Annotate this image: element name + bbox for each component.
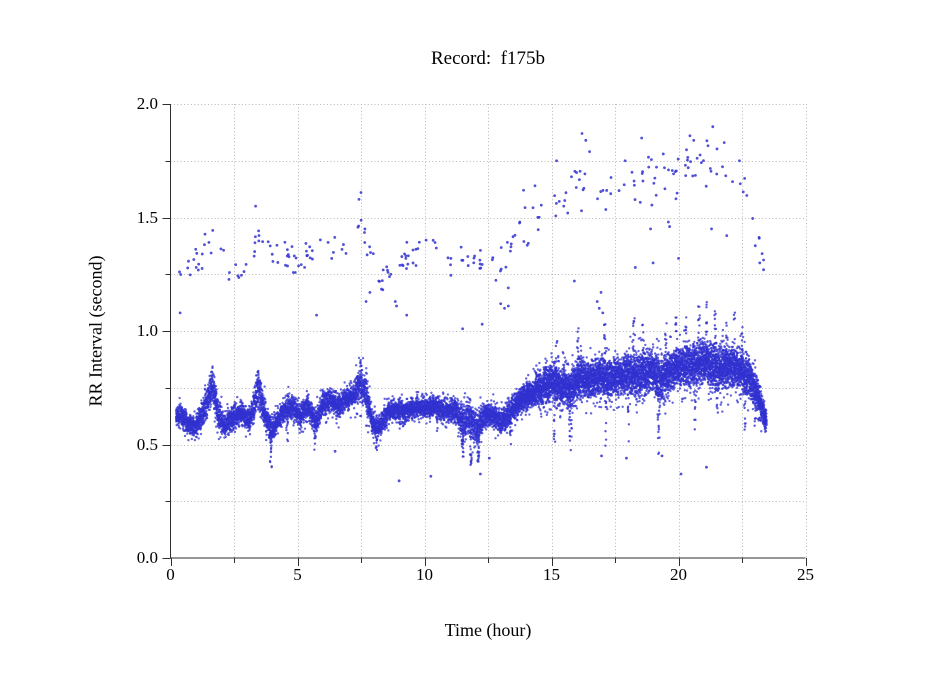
x-tick-label: 5 — [293, 565, 302, 584]
chart-title: Record: f175b — [431, 48, 545, 69]
y-tick-label: 2.0 — [136, 94, 158, 113]
x-tick-label: 0 — [166, 565, 175, 584]
y-tick-label: 0.0 — [136, 548, 158, 567]
x-tick-label: 10 — [416, 565, 433, 584]
x-tick-label: 20 — [670, 565, 687, 584]
y-tick-label: 1.0 — [136, 321, 158, 340]
y-tick-label: 0.5 — [136, 434, 158, 454]
x-tick-label: 15 — [543, 565, 560, 584]
x-tick-label: 25 — [797, 565, 814, 584]
y-tick-label: 1.5 — [136, 207, 158, 227]
x-axis-label: Time (hour) — [444, 620, 532, 640]
